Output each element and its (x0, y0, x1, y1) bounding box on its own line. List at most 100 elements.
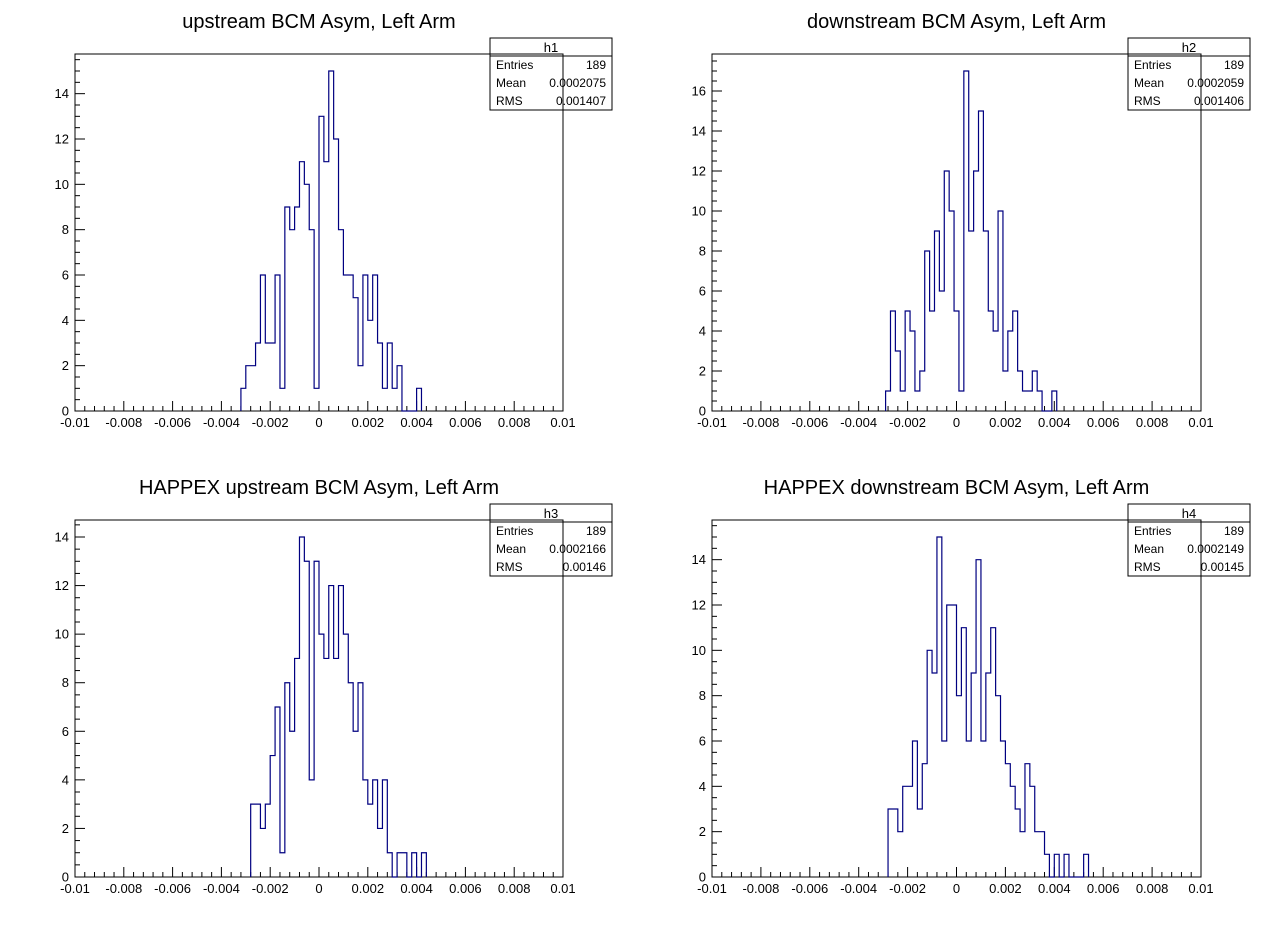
histogram-bars (884, 70, 1058, 412)
y-tick-label: 8 (699, 244, 706, 259)
pad-h2: downstream BCM Asym, Left Arm h2 Entries 1… (692, 11, 1251, 430)
y-tick-label: 14 (692, 124, 706, 139)
stats-frame (1127, 37, 1251, 111)
histogram-bin (1054, 854, 1059, 877)
histogram-bin (363, 780, 368, 877)
stats-box: h1 Entries 189 Mean 0.0002075 RMS 0.001407 (489, 37, 613, 111)
x-tick-label: 0.006 (449, 881, 482, 896)
x-tick-label: -0.008 (742, 881, 779, 896)
stats-name: h4 (1182, 506, 1196, 521)
stats-frame (1127, 503, 1251, 577)
histogram-bin (392, 388, 397, 411)
histogram-bin (939, 291, 944, 411)
y-tick-label: 6 (62, 268, 69, 283)
histogram-bin (295, 207, 300, 411)
histogram-bin (954, 311, 959, 411)
histogram-bin (905, 311, 910, 411)
y-tick-label: 12 (692, 164, 706, 179)
histogram-bin (1025, 764, 1030, 877)
histogram-bin (358, 683, 363, 877)
x-tick-label: -0.004 (203, 415, 240, 430)
histogram-bin (920, 371, 925, 411)
histogram-bin (402, 853, 407, 877)
x-tick-label: 0.002 (989, 881, 1022, 896)
pad-h3: HAPPEX upstream BCM Asym, Left Arm h3 Ent… (55, 477, 613, 896)
histogram-bin (260, 275, 265, 411)
stats-label: RMS (496, 560, 523, 574)
x-axis: -0.01 -0.008 -0.006 -0.004 -0.002 0 0.002 0.004… (60, 401, 576, 430)
histogram-bin (324, 162, 329, 411)
histogram-bin (966, 741, 971, 877)
histogram-bin (974, 171, 979, 411)
x-tick-label: 0.01 (550, 881, 575, 896)
histogram-outline (887, 536, 1090, 878)
y-tick-label: 8 (62, 222, 69, 237)
histogram-outline (240, 70, 423, 412)
histogram-bin (1015, 809, 1020, 877)
histogram-bin (309, 780, 314, 877)
histogram-bin (1027, 391, 1032, 411)
stats-value: 0.0002149 (1187, 542, 1244, 556)
histogram-bin (917, 809, 922, 877)
stats-name: h3 (544, 506, 558, 521)
histogram-bin (961, 628, 966, 877)
x-tick-label: 0.004 (1038, 415, 1071, 430)
histogram-bin (373, 275, 378, 411)
histogram-bin (922, 764, 927, 877)
histogram-bin (270, 756, 275, 877)
histogram-bin (937, 537, 942, 877)
y-tick-label: 8 (62, 675, 69, 690)
histogram-bin (912, 741, 917, 877)
histogram-bin (930, 311, 935, 411)
stats-label: Entries (496, 524, 533, 538)
histogram-bin (932, 673, 937, 877)
x-tick-label: 0.006 (449, 415, 482, 430)
histogram-bin (260, 828, 265, 877)
x-tick-label: -0.004 (203, 881, 240, 896)
histogram-bin (986, 673, 991, 877)
stats-label: RMS (1134, 560, 1161, 574)
histogram-bin (1032, 371, 1037, 411)
y-tick-label: 6 (62, 724, 69, 739)
histogram-bin (1010, 786, 1015, 877)
x-tick-label: -0.008 (742, 415, 779, 430)
histogram-bin (1013, 311, 1018, 411)
x-tick-label: 0.004 (400, 415, 433, 430)
histogram-bin (295, 658, 300, 877)
histogram-bin (256, 804, 261, 877)
y-axis: 0 2 4 6 8 10 12 14 16 (692, 60, 722, 419)
stats-value: 0.00146 (563, 560, 607, 574)
x-tick-label: -0.01 (697, 881, 727, 896)
histogram-bin (368, 320, 373, 411)
y-tick-label: 14 (692, 552, 706, 567)
histogram-bin (942, 741, 947, 877)
stats-value: 0.0002059 (1187, 76, 1244, 90)
stats-label: Mean (496, 76, 526, 90)
histogram-bin (329, 586, 334, 877)
histogram-bin (1064, 854, 1069, 877)
pad-h1: upstream BCM Asym, Left Arm h1 Entries 189… (55, 11, 613, 430)
histogram-bin (1035, 832, 1040, 877)
plot-title: HAPPEX upstream BCM Asym, Left Arm (139, 477, 499, 499)
histogram-bin (988, 311, 993, 411)
stats-value: 0.00145 (1201, 560, 1245, 574)
histogram-bin (957, 696, 962, 877)
histogram-bin (996, 696, 1001, 877)
stats-label: RMS (496, 94, 523, 108)
y-tick-label: 14 (55, 530, 69, 545)
x-axis: -0.01 -0.008 -0.006 -0.004 -0.002 0 0.002 0.004… (697, 867, 1214, 896)
histogram-bin (1045, 854, 1050, 877)
x-tick-label: 0.01 (550, 415, 575, 430)
y-tick-label: 10 (692, 643, 706, 658)
x-tick-label: -0.004 (840, 415, 877, 430)
y-tick-label: 8 (699, 688, 706, 703)
histogram-bin (339, 586, 344, 877)
histogram-bars (240, 70, 423, 412)
x-tick-label: 0.006 (1087, 415, 1120, 430)
x-tick-label: -0.002 (252, 415, 289, 430)
histogram-bin (888, 809, 893, 877)
histogram-bin (991, 628, 996, 877)
y-axis: 0 2 4 6 8 10 12 14 (55, 524, 85, 885)
stats-label: Mean (496, 542, 526, 556)
histogram-bin (903, 786, 908, 877)
